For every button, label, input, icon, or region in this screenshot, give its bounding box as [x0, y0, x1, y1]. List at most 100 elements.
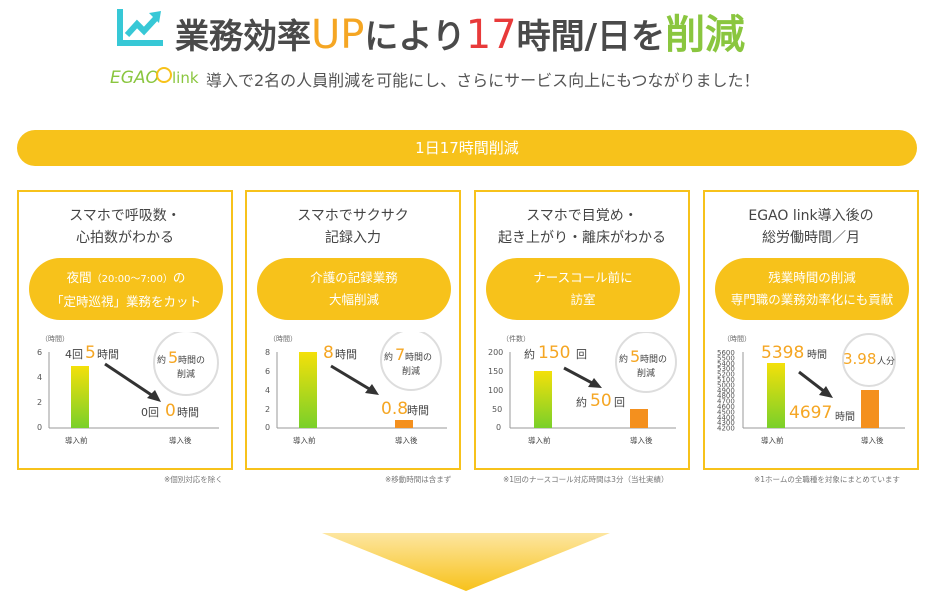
title-hours: 17	[465, 12, 517, 58]
card-title: EGAO link導入後の 総労働時間／月	[748, 208, 874, 246]
title-cut: 削減	[665, 12, 746, 58]
before-unit: 時間	[97, 348, 119, 361]
x-label-before: 導入前	[65, 435, 88, 445]
y-tick: 4200	[717, 425, 735, 433]
before-prefix: 約	[524, 347, 535, 361]
before-value: 150	[538, 343, 570, 363]
y-tick: 4700	[717, 398, 735, 406]
card-total-hours: EGAO link導入後の 総労働時間／月 残業時間の削減 専門職の業務効率化に…	[703, 190, 919, 470]
arrow-head	[819, 386, 833, 398]
card-breathing: スマホで呼吸数・ 心拍数がわかる 夜間（20:00〜7:00）の 「定時巡視」業…	[17, 190, 233, 470]
bar-before	[71, 366, 89, 428]
y-tick: 2	[265, 405, 270, 414]
egao-link-logo: EGAO link	[110, 67, 199, 88]
y-tick: 4900	[717, 387, 735, 395]
staff-equivalent-badge	[842, 333, 896, 387]
y-tick: 0	[265, 423, 270, 432]
badge-unit: 人分	[877, 356, 895, 367]
card-wakeup: スマホで目覚め・ 起き上がり・離床がわかる ナースコール前に 訪室 （件数） 2…	[474, 190, 690, 470]
bar-after	[861, 390, 879, 428]
arrow-head	[588, 378, 602, 388]
after-value: 4697	[789, 403, 832, 423]
y-tick: 4	[265, 386, 270, 395]
y-tick: 8	[265, 348, 270, 357]
down-arrow-icon	[322, 533, 610, 591]
title-part2: により	[364, 17, 466, 57]
before-unit: 時間	[807, 349, 827, 361]
badge-unit: 時間の	[405, 352, 432, 363]
card-title: スマホで目覚め・ 起き上がり・離床がわかる	[498, 208, 666, 246]
bar-before	[299, 352, 317, 428]
y-tick: 6	[265, 367, 270, 376]
badge-line2: 削減	[637, 367, 655, 379]
y-tick: 4	[37, 373, 42, 382]
card-records: スマホでサクサク 記録入力 介護の記録業務 大幅削減 （時間） 8 6 4 2 …	[245, 190, 461, 470]
footnote: ※移動時間は含まず	[385, 475, 452, 484]
reduction-badge	[153, 332, 219, 396]
bar-chart-records: （時間） 8 6 4 2 0 8 時間 0.8 時間 約 7 時間の 削減 導入…	[265, 332, 447, 445]
reduction-badge	[380, 332, 442, 391]
x-label-after: 導入後	[395, 435, 418, 445]
bar-before	[767, 363, 785, 428]
svg-text:EGAO: EGAO	[110, 68, 159, 88]
y-tick: 5400	[717, 360, 735, 368]
title-up: UP	[311, 12, 365, 58]
before-prefix: 4回	[65, 348, 83, 361]
reduction-banner: 1日17時間削減	[17, 130, 917, 166]
reduction-badge	[615, 332, 677, 393]
bar-chart-breathing: （時間） 6 4 2 0 4回 5 時間 0回 0 時間 約 5 時間の 削減 …	[37, 332, 219, 445]
y-tick: 5300	[717, 365, 735, 373]
x-label-after: 導入後	[630, 435, 653, 445]
y-unit-label: （件数）	[502, 334, 530, 343]
arrow-head	[365, 384, 379, 395]
badge-value: 5	[630, 347, 640, 366]
badge-line2: 削減	[402, 365, 420, 377]
card-pill: 残業時間の削減 専門職の業務効率化にも貢献	[715, 258, 909, 320]
before-value: 5398	[761, 343, 804, 363]
decrease-arrow	[563, 366, 595, 386]
y-tick: 0	[496, 423, 501, 432]
y-tick: 2	[37, 398, 42, 407]
decrease-arrow	[330, 364, 372, 392]
y-tick: 5000	[717, 381, 735, 389]
badge-unit: 時間の	[178, 355, 205, 366]
bar-before	[534, 371, 552, 428]
x-label-after: 導入後	[861, 435, 884, 445]
decrease-arrow	[798, 370, 826, 394]
y-tick: 6	[37, 348, 42, 357]
x-label-before: 導入前	[761, 435, 784, 445]
after-unit: 時間	[177, 406, 199, 419]
before-unit: 回	[576, 348, 587, 361]
bar-chart-total-hours: （時間） 5600 5500 5400 5300 5200 5100 5000 …	[717, 333, 905, 445]
bar-chart-nursecall: （件数） 200 150 100 50 0 約 150 回 約 50 回 約 5…	[488, 332, 677, 445]
after-unit: 時間	[835, 411, 855, 423]
y-tick: 4300	[717, 419, 735, 427]
y-tick: 5100	[717, 376, 735, 384]
x-label-before: 導入前	[293, 435, 316, 445]
y-tick: 5200	[717, 371, 735, 379]
before-unit: 時間	[335, 348, 357, 361]
footnote: ※1ホームの全職種を対象にまとめています	[754, 475, 900, 484]
x-label-before: 導入前	[528, 435, 551, 445]
card-title: スマホでサクサク 記録入力	[297, 208, 409, 246]
after-value: 50	[590, 391, 612, 411]
badge-value: 3.98	[843, 350, 876, 368]
decrease-arrow	[104, 362, 154, 398]
y-tick: 150	[488, 367, 503, 376]
y-tick: 0	[37, 423, 42, 432]
y-tick: 4600	[717, 403, 735, 411]
after-unit: 回	[614, 396, 625, 409]
svg-text:link: link	[172, 69, 199, 87]
y-tick: 4400	[717, 414, 735, 422]
card-pill: 介護の記録業務 大幅削減	[257, 258, 451, 320]
y-tick: 4800	[717, 392, 735, 400]
y-tick: 4500	[717, 408, 735, 416]
y-tick: 200	[488, 348, 503, 357]
y-tick: 50	[492, 405, 502, 414]
y-unit-label: （時間）	[41, 335, 69, 343]
badge-prefix: 約	[619, 353, 628, 365]
trending-up-chart-icon	[117, 9, 163, 46]
footnote: ※個別対応を除く	[164, 475, 223, 484]
after-prefix: 0回	[141, 406, 159, 419]
after-prefix: 約	[576, 395, 587, 409]
